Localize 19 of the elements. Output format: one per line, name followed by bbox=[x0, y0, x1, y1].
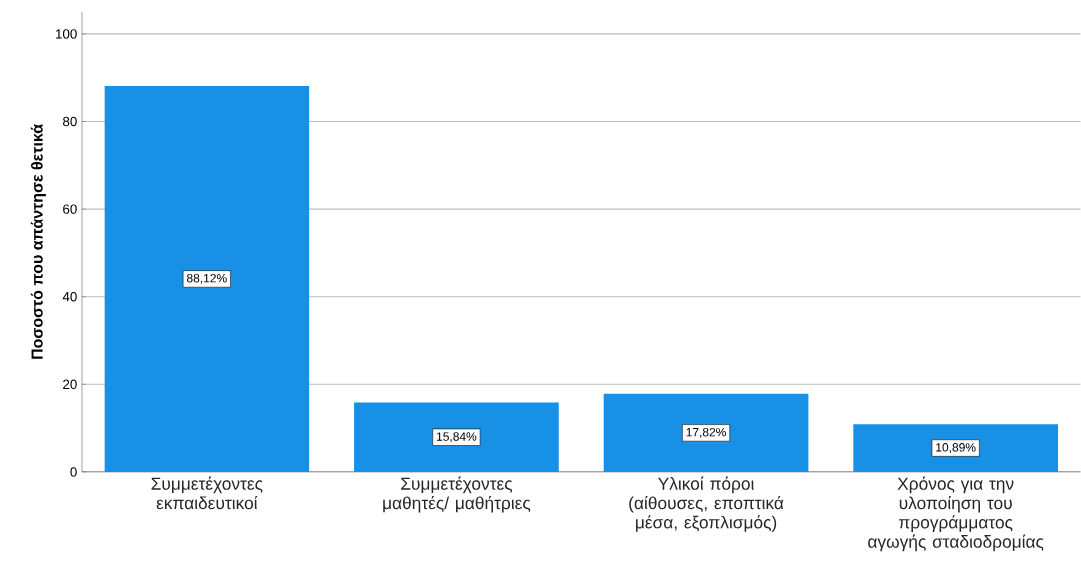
x-tick-label: Συμμετέχοντες εκπαιδευτικοί bbox=[151, 476, 263, 510]
y-tick-label: 80 bbox=[63, 116, 77, 127]
bar bbox=[104, 85, 310, 472]
bar bbox=[354, 402, 559, 472]
data-label: 10,89% bbox=[936, 443, 976, 454]
x-tick-label: Χρόνος για την υλοποίηση του προγράμματος αγωγής σταδιοδρομίας bbox=[868, 476, 1044, 552]
data-label: 88,12% bbox=[186, 274, 227, 284]
y-tick-label: 40 bbox=[62, 292, 77, 302]
x-tick-label: Συμμετέχοντες μαθητές/ μαθήτριες bbox=[383, 476, 531, 513]
y-tick-label: 20 bbox=[63, 379, 77, 390]
data-label: 17,82% bbox=[686, 427, 726, 438]
y-tick-label: 60 bbox=[63, 204, 77, 214]
data-label: 15,84% bbox=[437, 432, 477, 443]
y-tick-label: 0 bbox=[70, 467, 77, 477]
bar bbox=[603, 393, 809, 472]
y-axis-title: Ποσοστό που απάντησε θετικά bbox=[30, 124, 46, 359]
y-tick-label: 100 bbox=[56, 29, 77, 39]
bar bbox=[853, 424, 1058, 472]
x-tick-label: Υλικοί πόροι (αίθουσες, εποπτικά μέσα, εξοπλισμός) bbox=[629, 476, 784, 532]
